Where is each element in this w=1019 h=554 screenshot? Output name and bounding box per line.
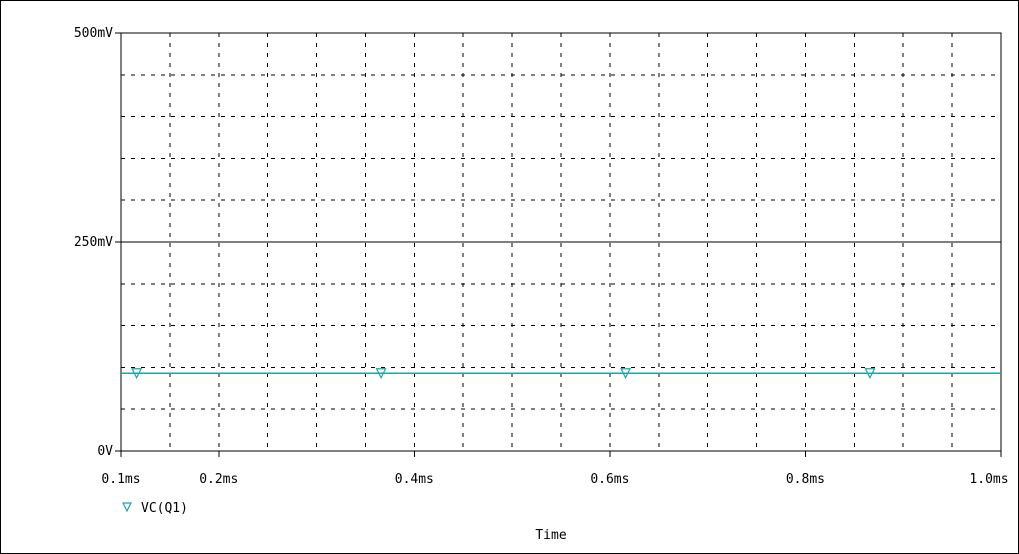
legend: VC(Q1) (122, 501, 188, 516)
x-tick-label: 0.1ms (101, 472, 140, 487)
y-tick-label: 500mV (74, 26, 113, 41)
series-marker (864, 368, 876, 380)
x-tick-label: 1.0ms (969, 472, 1008, 487)
x-tick-label: 0.8ms (786, 472, 825, 487)
legend-marker (122, 502, 132, 513)
y-tick-label: 250mV (74, 235, 113, 250)
x-tick-label: 0.6ms (590, 472, 629, 487)
grid (121, 33, 1001, 451)
legend-label: VC(Q1) (141, 501, 188, 516)
series-marker (375, 368, 387, 380)
series-marker (131, 368, 143, 380)
axes (115, 32, 1002, 457)
x-tick-label: 0.4ms (395, 472, 434, 487)
series-marker (620, 368, 632, 380)
y-tick-label: 0V (97, 444, 113, 459)
tick-labels: 0V 250mV 500mV 0.1ms 0.2ms 0.4ms 0.6ms 0.8ms 1.0… (74, 26, 1009, 487)
x-tick-label: 0.2ms (199, 472, 238, 487)
series (121, 368, 1001, 380)
x-axis-label: Time (535, 528, 566, 543)
